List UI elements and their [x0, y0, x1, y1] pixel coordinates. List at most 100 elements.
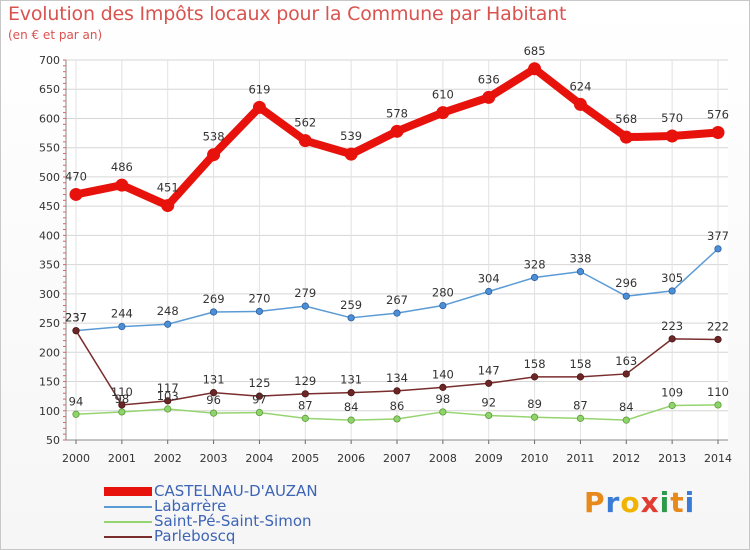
data-point-labarrere	[622, 292, 630, 300]
data-label-saint-pe: 87	[573, 398, 588, 412]
proxiti-logo: Proxiti	[584, 486, 695, 519]
x-tick-label: 2013	[658, 452, 686, 465]
data-label-castelnau: 568	[615, 112, 637, 126]
data-label-saint-pe: 86	[390, 399, 405, 413]
data-point-castelnau	[528, 62, 542, 76]
data-label-parleboscq: 134	[386, 371, 408, 385]
data-label-labarrere: 304	[478, 272, 500, 286]
x-tick-label: 2005	[291, 452, 319, 465]
y-tick-label: 600	[39, 112, 60, 125]
data-point-parleboscq	[576, 373, 585, 381]
data-label-labarrere: 377	[707, 229, 729, 243]
data-point-saint-pe	[576, 414, 585, 422]
data-point-castelnau	[573, 97, 587, 111]
data-label-saint-pe: 98	[436, 392, 451, 406]
data-label-castelnau: 451	[157, 181, 179, 195]
data-point-parleboscq	[209, 389, 218, 397]
data-label-labarrere: 259	[340, 298, 362, 312]
data-label-castelnau: 576	[707, 107, 729, 121]
data-label-parleboscq: 140	[432, 367, 454, 381]
y-tick-label: 350	[39, 259, 60, 272]
data-label-labarrere: 280	[432, 286, 454, 300]
data-point-parleboscq	[72, 327, 80, 335]
data-label-castelnau: 578	[386, 106, 408, 120]
logo-letter: o	[620, 486, 641, 519]
data-point-parleboscq	[347, 389, 355, 397]
data-label-parleboscq: 131	[340, 373, 362, 387]
data-label-saint-pe: 97	[252, 393, 267, 407]
legend-swatch-saint-pe	[104, 521, 152, 523]
legend-label-castelnau: CASTELNAU-D'AUZAN	[154, 482, 318, 500]
data-label-saint-pe: 94	[69, 394, 84, 408]
data-label-parleboscq: 237	[65, 311, 87, 325]
data-point-castelnau	[207, 148, 221, 162]
data-point-labarrere	[668, 287, 676, 295]
data-label-saint-pe: 84	[619, 400, 634, 414]
data-point-saint-pe	[72, 410, 80, 418]
data-label-saint-pe: 98	[115, 392, 130, 406]
data-label-parleboscq: 158	[569, 357, 591, 371]
data-label-castelnau: 538	[203, 130, 225, 144]
data-label-castelnau: 685	[524, 44, 546, 58]
data-point-labarrere	[347, 314, 355, 322]
data-label-layer: 94 98 103 96 97 87 84 86 98 92 89 87 84 109 110 237 244 2…	[65, 44, 729, 414]
data-label-saint-pe: 96	[206, 393, 221, 407]
data-label-castelnau: 570	[661, 111, 683, 125]
data-point-saint-pe	[164, 405, 172, 413]
data-label-castelnau: 539	[340, 129, 362, 143]
legend-label-labarrere: Labarrère	[154, 497, 227, 515]
data-label-castelnau: 486	[111, 160, 133, 174]
data-point-labarrere	[393, 309, 401, 317]
data-point-saint-pe	[393, 415, 401, 423]
data-point-saint-pe	[530, 413, 539, 421]
data-point-castelnau	[619, 130, 633, 144]
logo-letter: x	[640, 486, 660, 519]
y-tick-label: 650	[39, 83, 60, 96]
x-tick-label: 2011	[566, 452, 594, 465]
data-point-castelnau	[344, 147, 358, 161]
data-label-labarrere: 237	[65, 311, 87, 325]
data-point-labarrere	[714, 245, 722, 253]
data-point-parleboscq	[714, 335, 722, 344]
data-point-labarrere	[209, 308, 218, 316]
x-tick-label: 2004	[245, 452, 273, 465]
data-label-labarrere: 248	[157, 304, 179, 318]
data-point-saint-pe	[209, 409, 218, 417]
data-label-castelnau: 470	[65, 169, 87, 183]
data-label-parleboscq: 222	[707, 319, 729, 333]
data-point-saint-pe	[347, 416, 355, 424]
data-label-parleboscq: 110	[111, 385, 133, 399]
data-point-castelnau	[665, 129, 679, 143]
y-tick-label: 450	[39, 200, 60, 213]
data-point-labarrere	[530, 273, 539, 282]
data-point-labarrere	[485, 287, 493, 296]
x-tick-label: 2007	[383, 452, 411, 465]
data-point-parleboscq	[622, 370, 630, 378]
data-point-parleboscq	[485, 379, 493, 387]
data-point-castelnau	[115, 178, 129, 192]
x-tick-label: 2003	[200, 452, 228, 465]
data-point-parleboscq	[530, 373, 539, 381]
legend-swatch-parleboscq	[104, 536, 152, 538]
data-label-parleboscq: 117	[157, 381, 179, 395]
data-point-saint-pe	[255, 408, 264, 417]
data-label-parleboscq: 223	[661, 319, 683, 333]
logo-letter: i	[659, 486, 671, 519]
grid-layer	[66, 59, 728, 441]
x-tick-label: 2012	[612, 452, 640, 465]
data-label-labarrere: 338	[569, 252, 591, 266]
x-tick-label: 2001	[108, 452, 136, 465]
data-point-labarrere	[576, 268, 585, 276]
data-point-saint-pe	[485, 411, 493, 420]
chart-subtitle: (en € et par an)	[8, 28, 103, 42]
logo-letter: P	[584, 486, 606, 519]
chart-title: Evolution des Impôts locaux pour la Comm…	[8, 3, 567, 25]
data-point-labarrere	[439, 301, 447, 310]
data-label-labarrere: 296	[615, 276, 637, 290]
legend-swatch-labarrere	[104, 506, 152, 508]
data-point-saint-pe	[439, 408, 447, 416]
data-point-castelnau	[69, 187, 83, 201]
y-tick-label: 250	[39, 317, 60, 330]
y-tick-label: 700	[39, 54, 60, 67]
data-point-saint-pe	[118, 408, 126, 416]
